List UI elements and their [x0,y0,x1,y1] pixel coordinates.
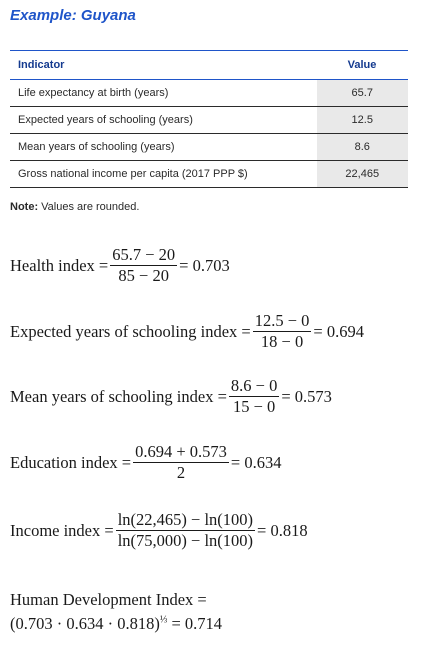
value-cell: 8.6 [315,133,408,161]
fraction: 12.5 − 0 18 − 0 [252,311,312,351]
denominator: 18 − 0 [260,332,304,351]
denominator: ln(75,000) − ln(100) [117,531,254,550]
equation-lhs: Education index = [10,452,132,472]
equation-result: = 0.703 [179,255,230,275]
denominator: 15 − 0 [232,397,276,416]
table-row: Expected years of schooling (years) 12.5 [10,106,408,134]
indicator-cell: Mean years of schooling (years) [10,133,316,161]
hdi-equation-line1: Human Development Index = [10,590,207,609]
income-index-equation: Income index = ln(22,465) − ln(100) ln(7… [10,511,308,550]
mean-schooling-index-equation: Mean years of schooling index = 8.6 − 0 … [10,377,332,416]
equation-lhs: Mean years of schooling index = [10,386,227,406]
table-note: Note: Values are rounded. [10,201,139,213]
hdi-result: = 0.714 [167,614,223,633]
note-label: Note: [10,201,39,213]
hdi-exponent: ⅓ [159,614,168,626]
hdi-equation-line2: (0.703 · 0.634 · 0.818)⅓ = 0.714 [10,614,222,634]
equation-lhs: Health index = [10,255,109,275]
indicator-table: Indicator Value Life expectancy at birth… [10,50,408,188]
table-header-row: Indicator Value [10,50,408,80]
equation-result: = 0.694 [313,321,364,341]
value-cell: 65.7 [315,79,408,107]
equation-result: = 0.818 [257,520,308,540]
expected-schooling-index-equation: Expected years of schooling index = 12.5… [10,312,364,351]
table-row: Gross national income per capita (2017 P… [10,160,408,188]
value-cell: 22,465 [315,160,408,188]
numerator: 8.6 − 0 [228,376,280,397]
header-value: Value [316,50,408,80]
hdi-product: (0.703 · 0.634 · 0.818) [10,614,160,633]
table-row: Mean years of schooling (years) 8.6 [10,133,408,161]
note-text: Values are rounded. [38,201,140,213]
equation-result: = 0.573 [281,386,332,406]
table-row: Life expectancy at birth (years) 65.7 [10,79,408,107]
fraction: 8.6 − 0 15 − 0 [228,376,280,416]
equation-lhs: Income index = [10,520,114,540]
value-cell: 12.5 [315,106,408,134]
numerator: 0.694 + 0.573 [133,442,229,463]
numerator: ln(22,465) − ln(100) [115,510,256,531]
page-title: Example: Guyana [10,7,136,24]
numerator: 12.5 − 0 [252,311,312,332]
indicator-cell: Life expectancy at birth (years) [10,79,316,107]
indicator-cell: Expected years of schooling (years) [10,106,316,134]
denominator: 85 − 20 [118,266,169,285]
indicator-cell: Gross national income per capita (2017 P… [10,160,316,188]
fraction: 0.694 + 0.573 2 [133,443,229,482]
health-index-equation: Health index = 65.7 − 20 85 − 20 = 0.703 [10,246,230,285]
fraction: 65.7 − 20 85 − 20 [110,245,178,285]
fraction: ln(22,465) − ln(100) ln(75,000) − ln(100… [115,510,256,550]
equation-lhs: Expected years of schooling index = [10,321,251,341]
numerator: 65.7 − 20 [110,245,178,266]
education-index-equation: Education index = 0.694 + 0.573 2 = 0.63… [10,443,281,482]
header-indicator: Indicator [10,50,316,80]
equation-result: = 0.634 [230,452,282,472]
denominator: 2 [176,463,186,482]
